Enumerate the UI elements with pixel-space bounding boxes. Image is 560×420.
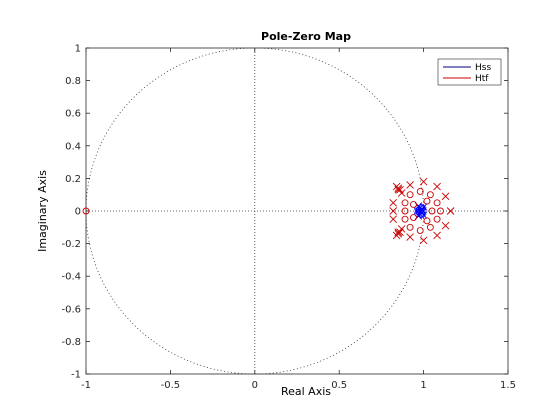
- pole-marker-htf: [419, 177, 428, 186]
- zero-marker-htf: [410, 201, 417, 208]
- series-htf: [82, 177, 455, 245]
- legend-box: [437, 58, 502, 86]
- pole-marker-htf: [433, 182, 441, 191]
- pole-stroke: [389, 207, 398, 215]
- pole-stroke: [446, 207, 455, 215]
- pole-stroke: [418, 207, 427, 215]
- pole-stroke: [419, 236, 428, 245]
- zero-marker-htf: [416, 227, 424, 235]
- pole-marker-hss: [417, 207, 425, 215]
- pole-stroke: [396, 185, 404, 194]
- y-tick-label: 0: [75, 207, 81, 218]
- pole-marker-hss: [418, 207, 427, 215]
- pole-zero-marks: [82, 177, 455, 245]
- x-tick-label: 1: [420, 380, 426, 391]
- x-tick-label: -1: [81, 380, 91, 391]
- pole-marker-htf: [397, 189, 406, 197]
- legend-label-hss: Hss: [475, 63, 491, 73]
- zero-marker-htf: [401, 199, 409, 207]
- pole-marker-htf: [441, 221, 450, 230]
- y-tick-label: -0.6: [61, 304, 81, 315]
- zero-marker-htf: [426, 223, 434, 231]
- zero-marker-htf: [406, 191, 414, 199]
- x-tick-label: -0.5: [161, 380, 181, 391]
- zero-marker-htf: [406, 223, 414, 231]
- pole-stroke: [397, 189, 406, 197]
- pole-marker-htf: [446, 207, 455, 215]
- pole-stroke: [441, 221, 450, 230]
- y-tick-label: 0.4: [65, 141, 81, 152]
- axis-ticks: -1 -0.5 0 0.5 1 1.5 1 0.8 0.6 0.4 0.2 0 -0.2 -0.4 -0.6…: [61, 44, 515, 392]
- y-tick-label: -0.4: [61, 272, 81, 283]
- pole-stroke: [389, 199, 398, 207]
- y-tick-label: -0.8: [61, 337, 81, 348]
- zero-marker-htf: [401, 207, 409, 215]
- zero-marker-htf: [428, 207, 436, 215]
- zero-marker-htf: [401, 215, 409, 223]
- zero-marker-htf: [410, 214, 417, 221]
- pole-stroke: [406, 181, 414, 189]
- zero-marker-htf: [437, 207, 444, 215]
- pole-marker-htf: [406, 233, 414, 241]
- x-tick-label: 0: [252, 380, 258, 391]
- zero-marker-htf: [423, 217, 431, 225]
- pole-marker-htf: [389, 215, 398, 223]
- x-axis-label: Real Axis: [281, 385, 331, 398]
- pole-marker-htf: [441, 192, 450, 201]
- legend: Hss Htf: [437, 58, 502, 86]
- series-hss: [414, 202, 428, 220]
- pole-marker-htf: [419, 236, 428, 245]
- pole-marker-htf: [389, 207, 398, 215]
- pole-stroke: [433, 182, 441, 191]
- zero-marker-htf: [433, 199, 441, 207]
- pole-stroke: [441, 192, 450, 201]
- zero-marker-htf: [416, 187, 424, 195]
- pole-stroke: [419, 177, 428, 186]
- pole-marker-htf: [389, 199, 398, 207]
- pole-stroke: [397, 225, 406, 233]
- pole-stroke: [389, 215, 398, 223]
- zero-marker-htf: [423, 197, 431, 205]
- pole-stroke: [418, 208, 426, 217]
- legend-label-htf: Htf: [475, 74, 489, 84]
- y-tick-label: 0.8: [65, 76, 81, 87]
- chart-title: Pole-Zero Map: [261, 30, 351, 43]
- y-tick-label: -0.2: [61, 239, 81, 250]
- y-axis-label: Imaginary Axis: [36, 170, 49, 252]
- x-tick-label: 0.5: [331, 380, 347, 391]
- pole-marker-htf: [397, 225, 406, 233]
- pole-stroke: [417, 207, 425, 215]
- x-tick-label: 1.5: [500, 380, 516, 391]
- pole-marker-htf: [433, 231, 441, 240]
- pole-stroke: [433, 231, 441, 240]
- zero-marker-htf: [433, 215, 441, 223]
- y-tick-label: 0.2: [65, 174, 81, 185]
- pole-marker-htf: [406, 181, 414, 189]
- zero-marker-htf: [82, 207, 90, 215]
- y-tick-label: 1: [75, 44, 81, 55]
- pole-stroke: [406, 233, 414, 241]
- zero-marker-htf: [426, 191, 434, 199]
- y-tick-label: 0.6: [65, 109, 81, 120]
- y-tick-label: -1: [71, 370, 81, 381]
- pole-stroke: [419, 211, 428, 219]
